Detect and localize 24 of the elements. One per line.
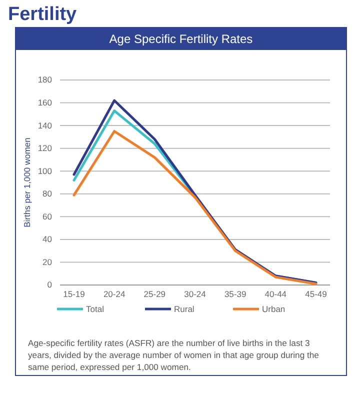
y-tick-label: 40 xyxy=(42,234,52,244)
y-tick-label: 180 xyxy=(38,74,52,85)
chart-title: Fertility xyxy=(8,4,78,25)
x-tick-label: 20-24 xyxy=(103,289,126,300)
y-tick-label: 20 xyxy=(42,256,52,267)
y-tick-label: 60 xyxy=(42,211,52,222)
y-tick-label: 140 xyxy=(38,120,52,130)
x-tick-label: 30-24 xyxy=(184,289,206,300)
x-tick-label: 45-49 xyxy=(305,289,328,300)
chart-subtitle: Age Specific Fertility Rates xyxy=(109,32,253,46)
x-tick-label: 25-29 xyxy=(144,289,166,300)
legend-label: Rural xyxy=(174,304,194,314)
x-tick-label: 15-19 xyxy=(63,289,86,300)
x-tick-label: 35-39 xyxy=(224,289,246,300)
legend-label: Total xyxy=(86,304,104,314)
text: Age-specific fertility rates (ASFR) are the number of live births in the last 3 years, divided by the average number of women in that age group during the same period, expressed per 1,000 women. xyxy=(28,338,320,372)
y-axis-title: Births per 1,000 women xyxy=(22,137,32,228)
y-tick-label: 0 xyxy=(47,280,52,290)
legend-label: Urban xyxy=(262,304,286,314)
y-tick-label: 100 xyxy=(38,166,52,176)
y-tick-label: 80 xyxy=(42,188,52,199)
y-tick-label: 160 xyxy=(38,98,52,108)
x-tick-label: 40-44 xyxy=(264,289,287,300)
y-tick-label: 120 xyxy=(38,143,52,154)
